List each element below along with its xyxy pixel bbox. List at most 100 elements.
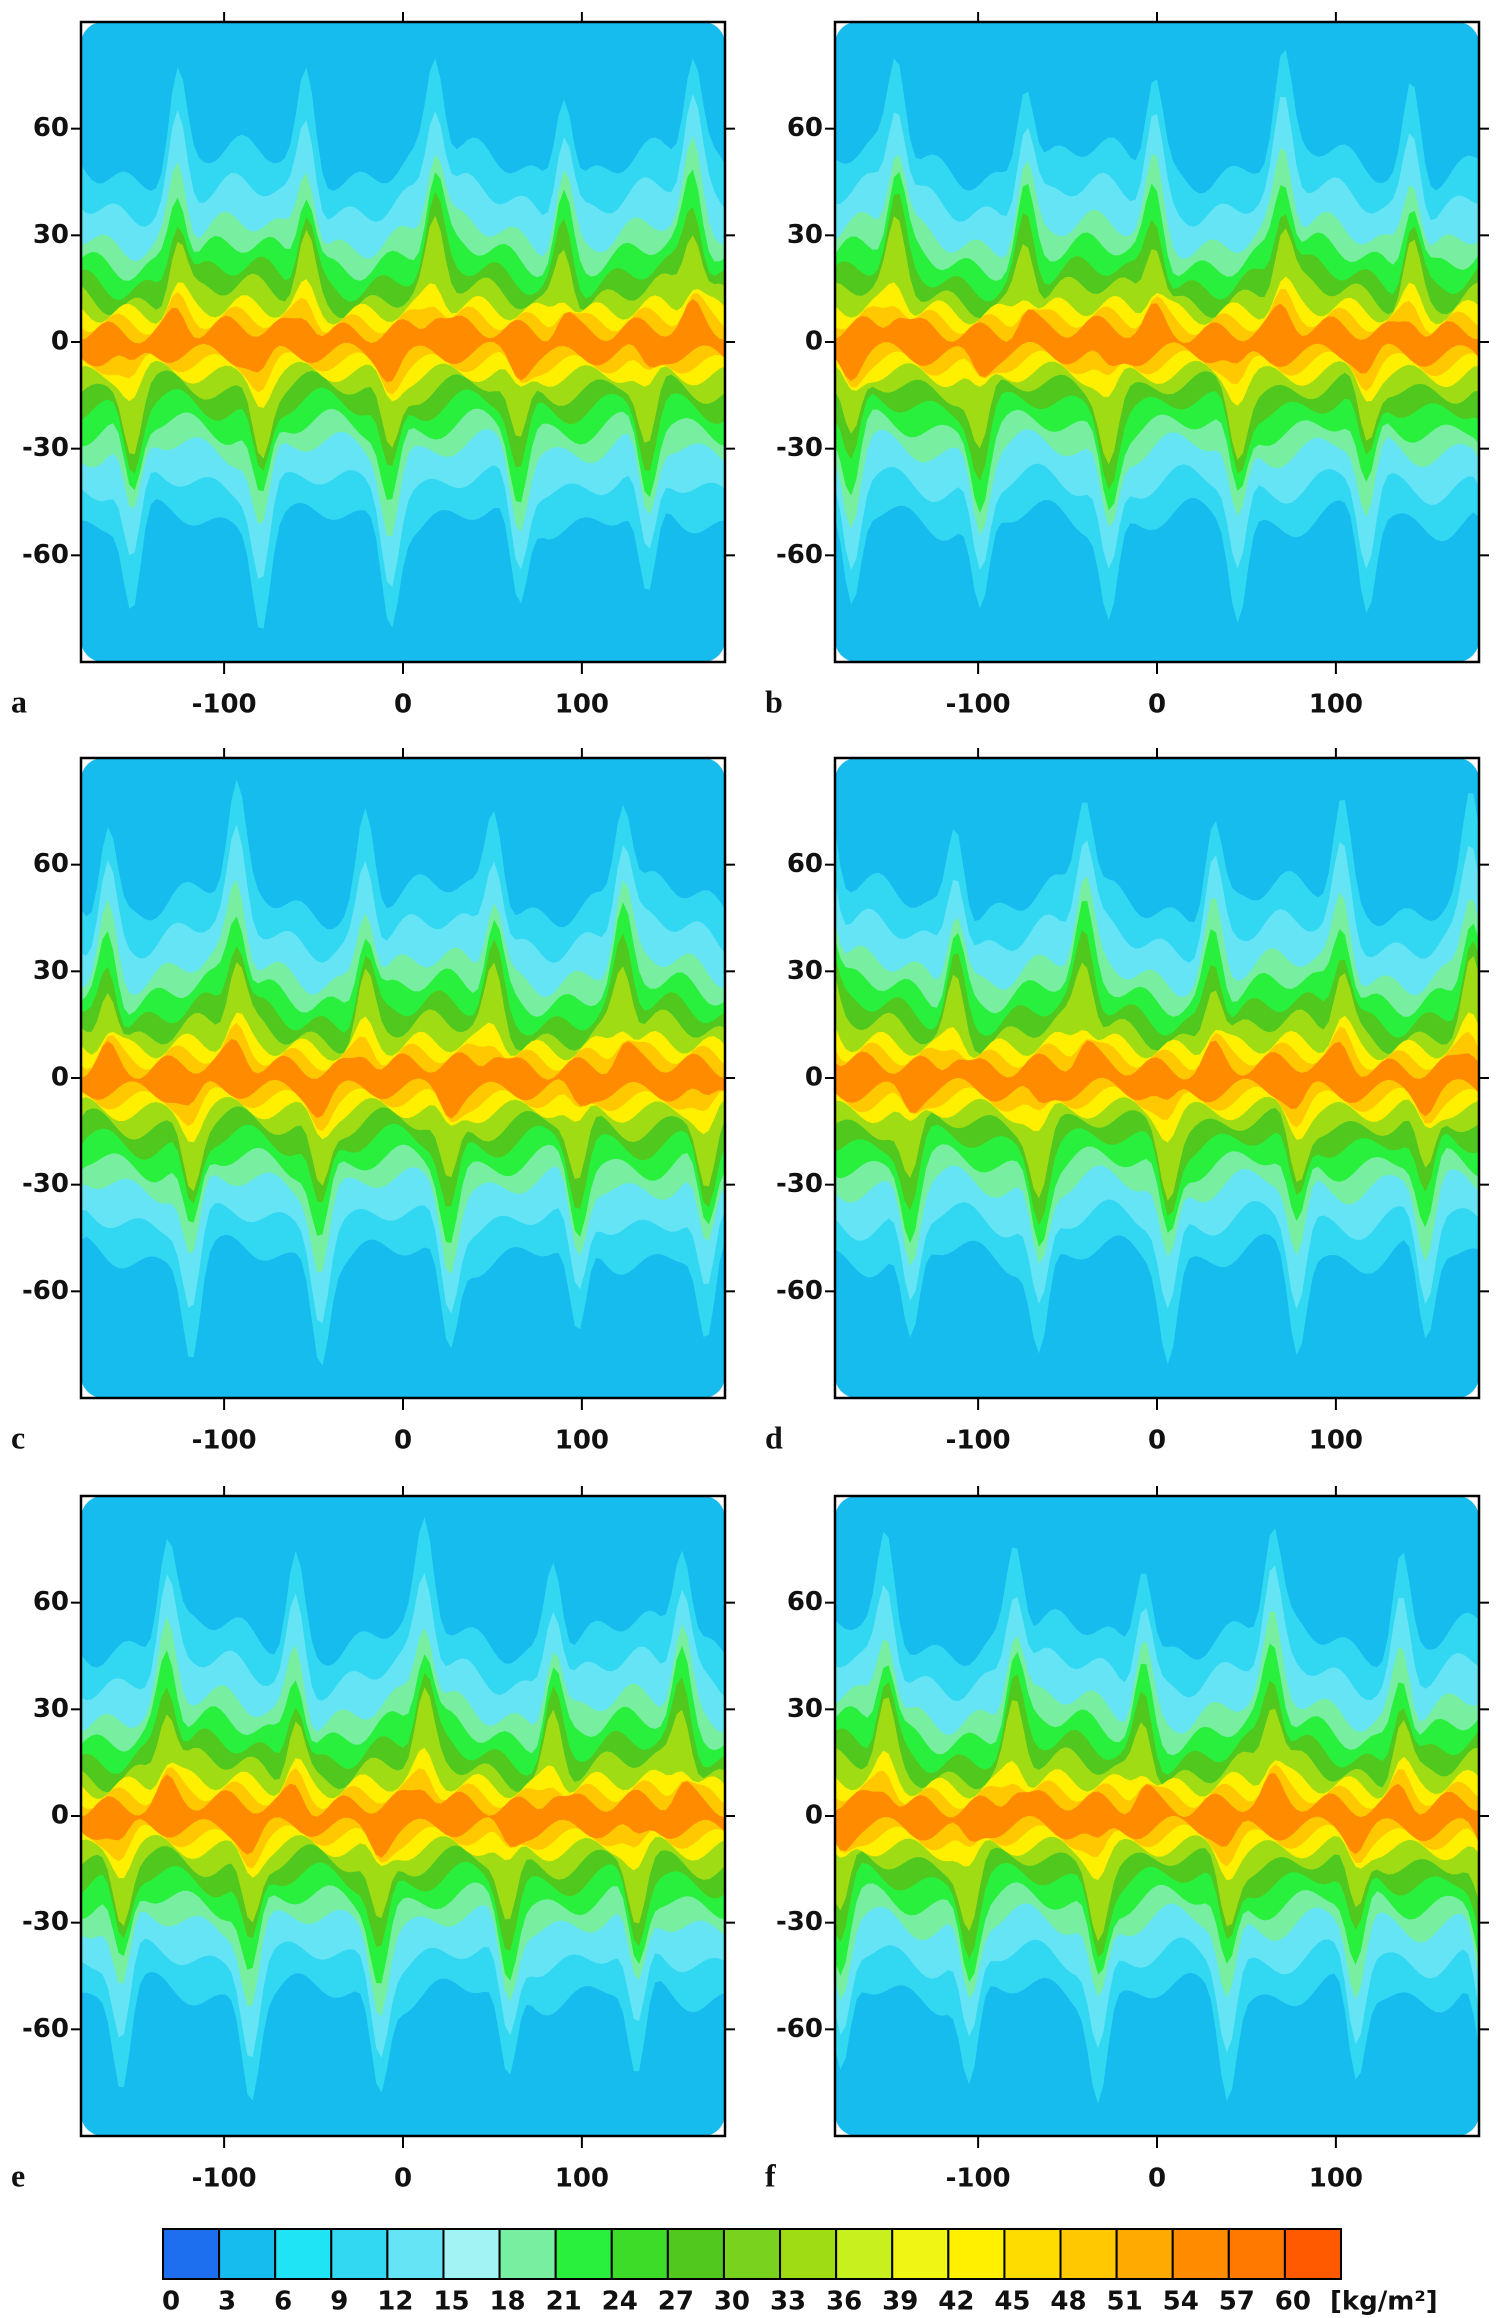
- field-band: [835, 1773, 1479, 1855]
- colorbar-label: 18: [489, 2287, 525, 2317]
- colorbar-label: 24: [602, 2287, 638, 2317]
- y-tick-label: 60: [33, 113, 69, 143]
- colorbar-label: 33: [770, 2287, 806, 2317]
- y-tick-label: -30: [22, 433, 69, 463]
- colorbar-box: [162, 2228, 221, 2280]
- map-field: [81, 22, 725, 662]
- panel-label: d: [765, 1419, 783, 1455]
- colorbar-label: 12: [377, 2287, 413, 2317]
- field-band: [835, 303, 1479, 381]
- panel-label: f: [765, 2157, 776, 2193]
- x-tick-label: -100: [946, 1426, 1011, 1456]
- field-band: [835, 1040, 1479, 1117]
- y-tick-label: 60: [787, 849, 823, 879]
- y-tick-label: 30: [33, 1694, 69, 1724]
- panel-label: b: [765, 683, 783, 719]
- x-tick-label: 100: [1309, 2164, 1363, 2194]
- colorbar-box: [610, 2228, 669, 2280]
- x-tick-label: 0: [1148, 690, 1166, 720]
- x-tick-label: -100: [946, 690, 1011, 720]
- x-tick-label: 0: [1148, 2164, 1166, 2194]
- y-tick-label: 60: [33, 849, 69, 879]
- panel-label: c: [11, 1419, 25, 1455]
- map-field: [81, 758, 725, 1398]
- x-tick-label: 0: [394, 1426, 412, 1456]
- y-tick-label: -60: [776, 1276, 823, 1306]
- y-tick-label: -60: [776, 540, 823, 570]
- x-tick-label: 100: [1309, 1426, 1363, 1456]
- field-band: [81, 1039, 725, 1119]
- y-tick-label: 0: [51, 1801, 69, 1831]
- x-tick-label: 100: [555, 1426, 609, 1456]
- y-tick-label: -30: [22, 1907, 69, 1937]
- colorbar-box: [722, 2228, 782, 2280]
- colorbar-label: 3: [218, 2287, 236, 2317]
- colorbar-box: [1227, 2228, 1286, 2280]
- y-tick-label: -30: [22, 1169, 69, 1199]
- colorbar-label: 0: [162, 2287, 180, 2317]
- colorbar-box: [835, 2228, 894, 2280]
- x-tick-label: -100: [192, 2164, 257, 2194]
- y-tick-label: -30: [776, 1169, 823, 1199]
- colorbar-label: 51: [1107, 2287, 1143, 2317]
- y-tick-label: 30: [787, 956, 823, 986]
- colorbar-label: 54: [1163, 2287, 1199, 2317]
- colorbar-label: 36: [826, 2287, 862, 2317]
- map-field: [81, 1496, 725, 2136]
- y-tick-label: 60: [33, 1587, 69, 1617]
- colorbar-label: 15: [433, 2287, 469, 2317]
- field-band: [81, 298, 725, 383]
- y-tick-label: -60: [22, 1276, 69, 1306]
- colorbar-box: [666, 2228, 725, 2280]
- colorbar-label: 21: [546, 2287, 582, 2317]
- colorbar-box: [1171, 2228, 1230, 2280]
- y-tick-label: 30: [33, 220, 69, 250]
- colorbar-label: 48: [1050, 2287, 1086, 2317]
- colorbar-box: [1115, 2228, 1174, 2280]
- colorbar-box: [218, 2228, 277, 2280]
- x-tick-label: 100: [555, 690, 609, 720]
- colorbar-box: [1283, 2228, 1343, 2280]
- x-tick-label: 0: [1148, 1426, 1166, 1456]
- colorbar-box: [554, 2228, 613, 2280]
- y-tick-label: 30: [33, 956, 69, 986]
- map-field: [835, 22, 1479, 662]
- colorbar-box: [274, 2228, 333, 2280]
- x-tick-label: -100: [192, 1426, 257, 1456]
- colorbar-box: [1059, 2228, 1118, 2280]
- y-tick-label: 60: [787, 113, 823, 143]
- colorbar-box: [442, 2228, 501, 2280]
- colorbar-box: [1003, 2228, 1062, 2280]
- y-tick-label: -60: [776, 2014, 823, 2044]
- colorbar-label: 30: [714, 2287, 750, 2317]
- colorbar-label: 60: [1275, 2287, 1311, 2317]
- colorbar-box: [891, 2228, 950, 2280]
- x-tick-label: 100: [555, 2164, 609, 2194]
- map-field: [835, 758, 1479, 1398]
- colorbar-label: 6: [274, 2287, 292, 2317]
- y-tick-label: 0: [805, 1063, 823, 1093]
- y-tick-label: 0: [51, 327, 69, 357]
- x-tick-label: -100: [946, 2164, 1011, 2194]
- colorbar-label: 57: [1219, 2287, 1255, 2317]
- colorbar-label: 45: [994, 2287, 1030, 2317]
- colorbar-box: [947, 2228, 1006, 2280]
- colorbar-label: 42: [938, 2287, 974, 2317]
- y-tick-label: 30: [787, 220, 823, 250]
- field-band: [81, 1774, 725, 1858]
- colorbar-box: [779, 2228, 838, 2280]
- x-tick-label: 0: [394, 690, 412, 720]
- y-tick-label: -30: [776, 433, 823, 463]
- y-tick-label: -30: [776, 1907, 823, 1937]
- x-tick-label: 0: [394, 2164, 412, 2194]
- y-tick-label: 60: [787, 1587, 823, 1617]
- y-tick-label: -60: [22, 2014, 69, 2044]
- y-tick-label: 0: [805, 327, 823, 357]
- y-tick-label: 0: [805, 1801, 823, 1831]
- colorbar-label: 27: [658, 2287, 694, 2317]
- y-tick-label: 0: [51, 1063, 69, 1093]
- y-tick-label: 30: [787, 1694, 823, 1724]
- panel-label: a: [11, 683, 27, 719]
- colorbar-box: [498, 2228, 557, 2280]
